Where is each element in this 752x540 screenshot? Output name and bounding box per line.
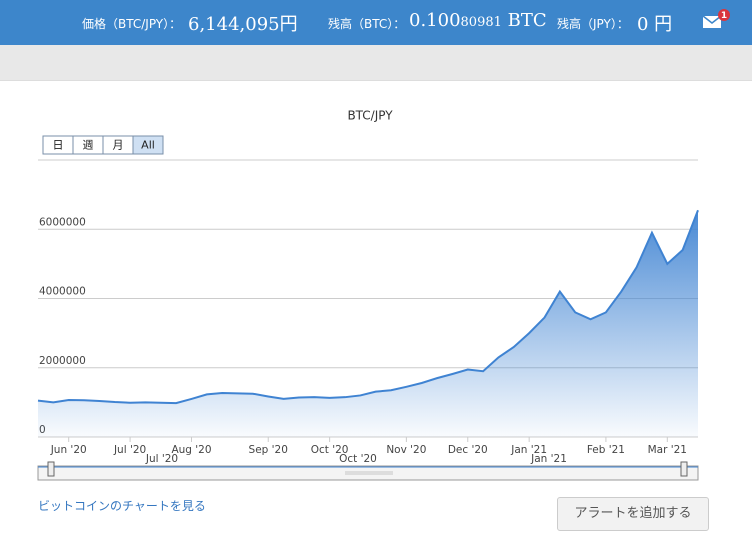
- range-button-label[interactable]: 日: [53, 139, 64, 152]
- x-tick-label: Jan '21: [510, 444, 547, 456]
- range-button-label[interactable]: All: [141, 139, 155, 152]
- btc-label: 残高（BTC）：: [328, 17, 406, 31]
- toolbar-band: [0, 45, 752, 81]
- y-tick-label: 2000000: [39, 355, 86, 367]
- area-fill: [38, 210, 698, 437]
- scrollbar-thumb[interactable]: [345, 471, 393, 475]
- jpy-label: 残高（JPY）：: [557, 17, 629, 31]
- x-tick-label: Aug '20: [171, 444, 211, 456]
- price-value: 6,144,095円: [188, 14, 298, 35]
- x-tick-label: Oct '20: [311, 444, 349, 456]
- btc-balance: 0.10080981 BTC: [409, 10, 547, 31]
- x-tick-label: Mar '21: [648, 444, 687, 456]
- btc-minor: 80981: [460, 15, 502, 30]
- chart-link[interactable]: ビットコインのチャートを見る: [38, 499, 206, 513]
- y-tick-label: 4000000: [39, 286, 86, 298]
- header-bar: 価格（BTC/JPY）： 6,144,095円 残高（BTC）： 0.10080…: [0, 0, 752, 45]
- range-button-label[interactable]: 週: [83, 139, 94, 152]
- chart: BTC/JPY 日週月All0200000040000006000000Jun …: [37, 109, 699, 481]
- range-button-label[interactable]: 月: [113, 139, 124, 152]
- y-tick-label: 6000000: [39, 216, 86, 228]
- x-tick-label: Feb '21: [587, 444, 625, 456]
- envelope-flap: [702, 15, 722, 24]
- navigator-handle[interactable]: [680, 461, 688, 477]
- chart-title: BTC/JPY: [347, 109, 393, 123]
- x-tick-label: Nov '20: [386, 444, 426, 456]
- x-tick-label: Jul '20: [113, 444, 146, 456]
- btc-unit: BTC: [507, 10, 547, 31]
- navigator-label: Oct '20: [339, 453, 377, 465]
- navigator-label: Jan '21: [530, 453, 567, 465]
- navigator-label: Jul '20: [145, 453, 178, 465]
- jpy-value: 0 円: [637, 14, 673, 35]
- x-tick-label: Sep '20: [249, 444, 288, 456]
- x-tick-label: Jun '20: [50, 444, 87, 456]
- x-tick-label: Dec '20: [448, 444, 488, 456]
- navigator-handle[interactable]: [47, 461, 55, 477]
- btc-major: 0.100: [409, 10, 461, 31]
- price-label: 価格（BTC/JPY）：: [82, 17, 182, 31]
- range-button[interactable]: [132, 135, 164, 155]
- badge: [718, 9, 730, 21]
- price-line: [37, 209, 699, 405]
- mail-icon[interactable]: 1: [700, 8, 730, 34]
- badge-count: 1: [721, 11, 727, 21]
- add-alert-button[interactable]: アラートを追加する: [557, 497, 709, 531]
